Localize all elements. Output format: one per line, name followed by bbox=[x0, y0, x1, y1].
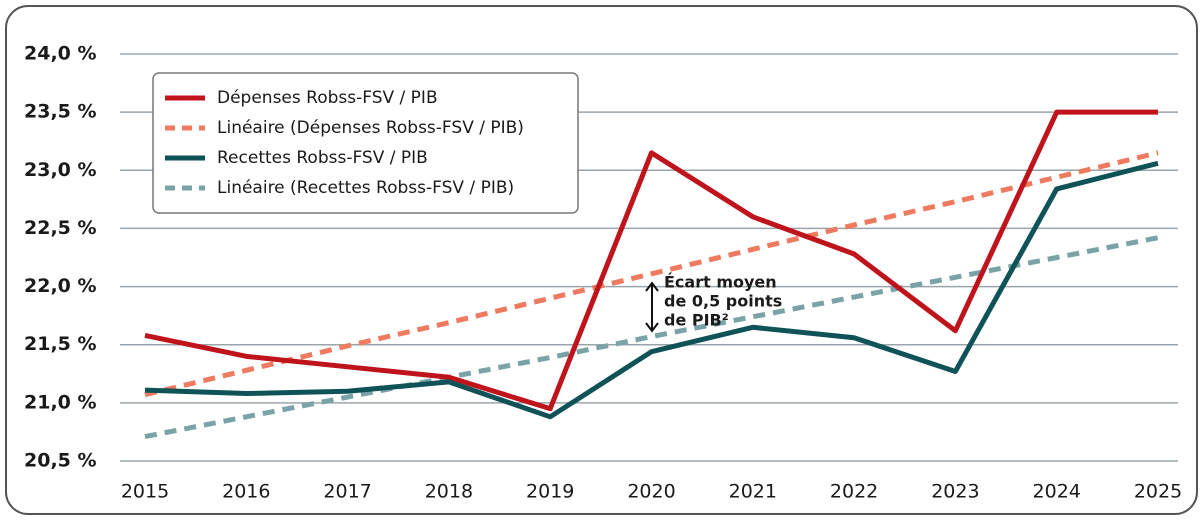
x-tick-label: 2023 bbox=[931, 481, 979, 503]
legend-items: Dépenses Robss-FSV / PIB Linéaire (Dépens… bbox=[165, 88, 524, 198]
y-tick-label: 21,5 % bbox=[24, 333, 97, 355]
x-tick-label: 2024 bbox=[1033, 481, 1081, 503]
legend bbox=[152, 72, 579, 214]
y-tick-label: 24,0 % bbox=[24, 43, 97, 65]
x-tick-label: 2020 bbox=[627, 481, 675, 503]
series-line bbox=[144, 235, 1159, 440]
y-tick-label: 20,5 % bbox=[24, 450, 97, 472]
x-tick-label: 2022 bbox=[830, 481, 878, 503]
legend-label: Recettes Robss-FSV / PIB bbox=[217, 148, 428, 168]
annotation: Écart moyen bbox=[664, 273, 777, 292]
x-tick-label: 2015 bbox=[121, 481, 169, 503]
legend-label: Linéaire (Recettes Robss-FSV / PIB) bbox=[217, 178, 514, 198]
legend-label: Linéaire (Dépenses Robss-FSV / PIB) bbox=[217, 118, 524, 138]
annotation: de 0,5 points bbox=[664, 292, 782, 311]
x-tick-label: 2025 bbox=[1134, 481, 1182, 503]
grid bbox=[120, 53, 1178, 462]
x-tick-label: 2021 bbox=[729, 481, 777, 503]
arrow-heads bbox=[645, 281, 659, 333]
y-tick-label: 23,5 % bbox=[24, 101, 97, 123]
series-line bbox=[144, 150, 1159, 398]
x-tick-label: 2016 bbox=[222, 481, 270, 503]
x-tick-label: 2017 bbox=[323, 481, 371, 503]
y-tick-label: 22,0 % bbox=[24, 275, 97, 297]
series-line bbox=[144, 109, 1158, 412]
y-tick-label: 23,0 % bbox=[24, 159, 97, 181]
annotation: de PIB² bbox=[664, 311, 729, 330]
x-tick-label: 2019 bbox=[526, 481, 574, 503]
series-line bbox=[144, 160, 1159, 420]
lines bbox=[144, 109, 1159, 440]
y-tick-label: 21,0 % bbox=[24, 391, 97, 413]
y-tick-label: 22,5 % bbox=[24, 217, 97, 239]
legend-label: Dépenses Robss-FSV / PIB bbox=[217, 88, 438, 108]
x-tick-label: 2018 bbox=[425, 481, 473, 503]
